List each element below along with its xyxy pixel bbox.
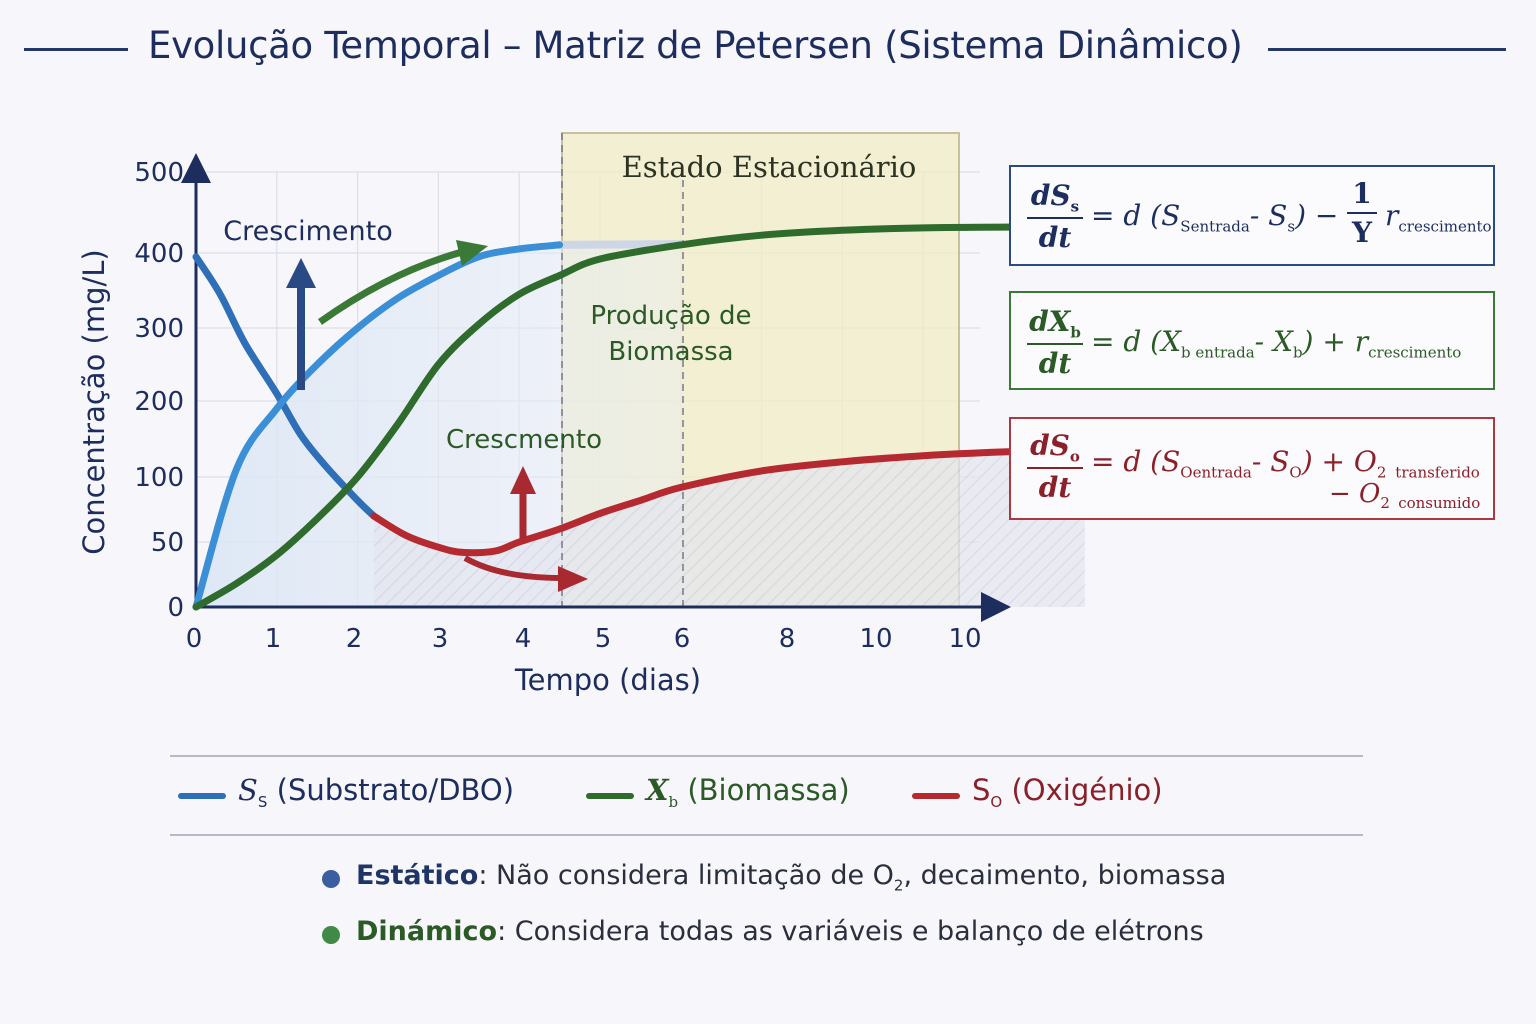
eq3-numerator: dSo	[1030, 429, 1080, 466]
eq1-rhs: = d (SSentrada- Ss) −	[1091, 199, 1339, 236]
legend-swatch-substrate	[178, 793, 226, 799]
eq3-rhs: = d (SOentrada- SO) + O2 transferido	[1091, 445, 1480, 482]
y-tick-label: 100	[134, 463, 184, 493]
growth-mid-label: Crescmento	[446, 425, 602, 455]
x-tick-label: 4	[515, 624, 532, 654]
x-tick-label: 1	[265, 624, 282, 654]
series-substrate-rise	[192, 241, 564, 611]
x-axis-label: Tempo (dias)	[514, 663, 701, 697]
growth-top-label: Crescimento	[223, 216, 393, 247]
x-tick-label: 10	[948, 624, 981, 654]
y-tick-label: 300	[134, 314, 184, 344]
x-tick-label: 0	[186, 624, 203, 654]
legend-rule-top	[170, 755, 1363, 757]
x-tick-label: 10	[859, 624, 892, 654]
steady-state-label: Estado Estacionário	[622, 150, 917, 184]
eq2-numerator: dXb	[1029, 305, 1081, 342]
biomass-production-label: Produção de Biomassa	[590, 301, 751, 367]
eq3-denominator: dt	[1038, 471, 1072, 504]
oxygen-area	[373, 449, 1085, 607]
eq1-rate: rcrescimento	[1385, 199, 1492, 236]
eq3-rhs-line2: − O2 consumido	[1329, 479, 1481, 513]
eq2-rhs: = d (Xb entrada- Xb) + rcrescimento	[1091, 325, 1462, 362]
y-tick-label: 500	[134, 158, 184, 188]
x-tick-label: 6	[674, 624, 691, 654]
series-oxygen	[370, 446, 1089, 557]
annotation-arrows	[286, 240, 588, 592]
eq1-numerator: dSs	[1030, 179, 1080, 216]
note-dynamic-bullet	[322, 926, 340, 944]
eq1-yield-fraction: 1 Y	[1347, 177, 1377, 249]
equation-biomass: dXb dt = d (Xb entrada- Xb) + rcrescimen…	[1009, 291, 1495, 390]
x-tick-label: 3	[432, 624, 449, 654]
equation-oxygen: dSo dt = d (SOentrada- SO) + O2 transfer…	[1009, 417, 1495, 520]
y-tick-label: 0	[167, 593, 184, 623]
series-substrate-decay	[192, 253, 378, 520]
x-tick-label: 8	[779, 624, 796, 654]
oxygen-up-arrowhead	[510, 466, 536, 494]
x-tick-label: 2	[346, 624, 363, 654]
legend-rule-bottom	[170, 834, 1363, 836]
x-tick-label: 5	[595, 624, 612, 654]
title-rule-right	[1268, 48, 1506, 51]
y-axis-label: Concentração (mg/L)	[77, 249, 111, 555]
legend-swatch-biomass	[586, 793, 634, 799]
growth-up-arrowhead	[286, 258, 316, 288]
oxygen-right-arrow	[463, 555, 563, 581]
substrate-fade-line	[555, 240, 685, 249]
eq2-denominator: dt	[1038, 347, 1072, 380]
y-tick-label: 200	[134, 387, 184, 417]
legend-swatch-oxygen	[912, 793, 960, 799]
page-title: Evolução Temporal – Matriz de Petersen (…	[148, 24, 1243, 67]
title-rule-left	[24, 48, 128, 51]
note-static-bullet	[322, 870, 340, 888]
eq1-denominator: dt	[1038, 221, 1072, 254]
growth-curve-arrow	[317, 248, 463, 325]
series-layer	[192, 223, 1089, 611]
oxygen-right-arrowhead	[558, 566, 588, 592]
y-tick-label: 50	[151, 528, 184, 558]
y-tick-label: 400	[134, 239, 184, 269]
equation-substrate: dSs dt = d (SSentrada- Ss) − 1 Y rcresci…	[1009, 165, 1495, 266]
title-bar: Evolução Temporal – Matriz de Petersen (…	[0, 22, 1536, 82]
growth-curve-arrowhead	[456, 240, 488, 266]
series-biomass	[192, 223, 1089, 611]
